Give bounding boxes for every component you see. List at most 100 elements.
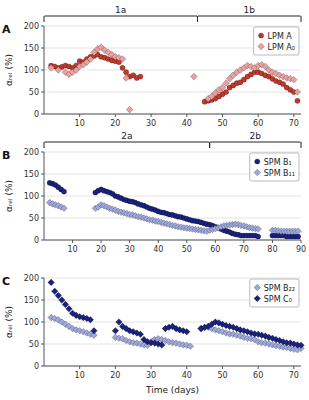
legend-marker	[254, 284, 261, 291]
y-tick-label: 200	[24, 148, 39, 157]
x-tick-label: 20	[96, 245, 106, 254]
panel: 05010015020010203040506070Cαᵣₑₗ (%)Time …	[2, 274, 304, 395]
grid-line	[44, 26, 301, 27]
phase-label: 1b	[244, 5, 256, 15]
y-tick-label: 0	[34, 362, 39, 371]
x-tick-label: 50	[217, 119, 227, 128]
phase-tick	[209, 142, 210, 148]
legend: SPM B₂₂SPM C₀	[250, 279, 299, 307]
point	[123, 70, 128, 75]
grid-line	[44, 240, 301, 241]
x-tick-label: 60	[210, 245, 220, 254]
legend-label: SPM B₁₁	[264, 169, 295, 178]
y-axis-label: αᵣₑₗ (%)	[4, 180, 14, 212]
point	[61, 189, 66, 194]
legend-marker	[255, 159, 260, 164]
point	[48, 279, 55, 286]
panel-label: C	[2, 275, 10, 288]
legend-label: LPM A₀	[268, 43, 295, 52]
marks	[46, 180, 301, 239]
x-axis	[44, 240, 301, 241]
panel-label: B	[2, 149, 10, 162]
series	[48, 314, 304, 353]
y-tick-label: 50	[29, 214, 39, 223]
grid-line	[44, 114, 301, 115]
legend-box	[250, 279, 299, 307]
x-tick-label: 50	[217, 371, 227, 380]
legend-label: SPM C₀	[264, 295, 292, 304]
panel-label: A	[2, 23, 11, 36]
phase-bracket	[45, 142, 210, 143]
marks	[48, 279, 304, 353]
chart: 050100150200102030405060701a1bAαᵣₑₗ (%)L…	[0, 0, 309, 400]
series	[49, 52, 300, 104]
y-tick-label: 100	[24, 66, 39, 75]
point	[91, 328, 98, 335]
y-tick-label: 150	[24, 296, 39, 305]
y-axis	[44, 26, 45, 114]
y-tick-label: 50	[29, 88, 39, 97]
series	[47, 180, 301, 239]
point	[61, 205, 68, 212]
y-tick-label: 50	[29, 340, 39, 349]
point	[255, 226, 262, 233]
x-tick-label: 20	[110, 119, 120, 128]
grid-line	[44, 92, 301, 93]
legend-box	[250, 153, 299, 181]
y-axis-label: αᵣₑₗ (%)	[4, 306, 14, 338]
point	[191, 73, 198, 80]
point	[223, 89, 228, 94]
legend-marker	[258, 33, 263, 38]
phase-label: 2b	[250, 131, 262, 141]
x-axis	[44, 114, 301, 115]
x-tick-label: 90	[296, 245, 306, 254]
phase-bracket	[198, 16, 301, 17]
point	[123, 75, 130, 82]
phase-tick	[44, 142, 45, 148]
legend-label: SPM B₁	[264, 158, 292, 167]
x-tick-label: 40	[182, 371, 192, 380]
legend-marker	[254, 169, 261, 176]
grid-line	[44, 278, 301, 279]
legend: SPM B₁ SPM B₁₁	[250, 153, 299, 181]
x-tick-label: 10	[75, 371, 85, 380]
point	[295, 98, 300, 103]
phase-tick	[301, 16, 302, 22]
grid-line	[44, 70, 301, 71]
x-tick-label: 10	[67, 245, 77, 254]
grid-line	[44, 366, 301, 367]
x-tick-label: 80	[267, 245, 277, 254]
grid-line	[44, 322, 301, 323]
phase-label: 1a	[115, 5, 126, 15]
x-tick-label: 30	[146, 119, 156, 128]
grid-line	[44, 196, 301, 197]
point	[158, 342, 165, 349]
x-axis	[44, 366, 301, 367]
x-tick-label: 70	[289, 119, 299, 128]
y-tick-label: 100	[24, 318, 39, 327]
y-tick-label: 150	[24, 170, 39, 179]
point	[87, 317, 94, 324]
x-tick-label: 10	[75, 119, 85, 128]
point	[112, 328, 119, 335]
y-axis	[44, 152, 45, 240]
legend-marker	[254, 295, 261, 302]
panel: 0501001502001020304050607080902a2bBαᵣₑₗ …	[2, 131, 306, 254]
legend-box	[254, 27, 299, 55]
point	[48, 65, 55, 72]
grid-line	[44, 152, 301, 153]
phase-tick	[197, 16, 198, 22]
legend-marker	[258, 43, 265, 50]
point	[126, 106, 133, 113]
y-tick-label: 200	[24, 22, 39, 31]
x-tick-label: 30	[125, 245, 135, 254]
point	[187, 343, 194, 350]
phase-bracket	[210, 142, 300, 143]
phase-tick	[301, 142, 302, 148]
x-tick-label: 70	[289, 371, 299, 380]
phase-label: 2a	[121, 131, 132, 141]
y-axis-label: αᵣₑₗ (%)	[4, 54, 14, 86]
y-tick-label: 0	[34, 110, 39, 119]
x-tick-label: 40	[153, 245, 163, 254]
phase-tick	[209, 142, 210, 148]
